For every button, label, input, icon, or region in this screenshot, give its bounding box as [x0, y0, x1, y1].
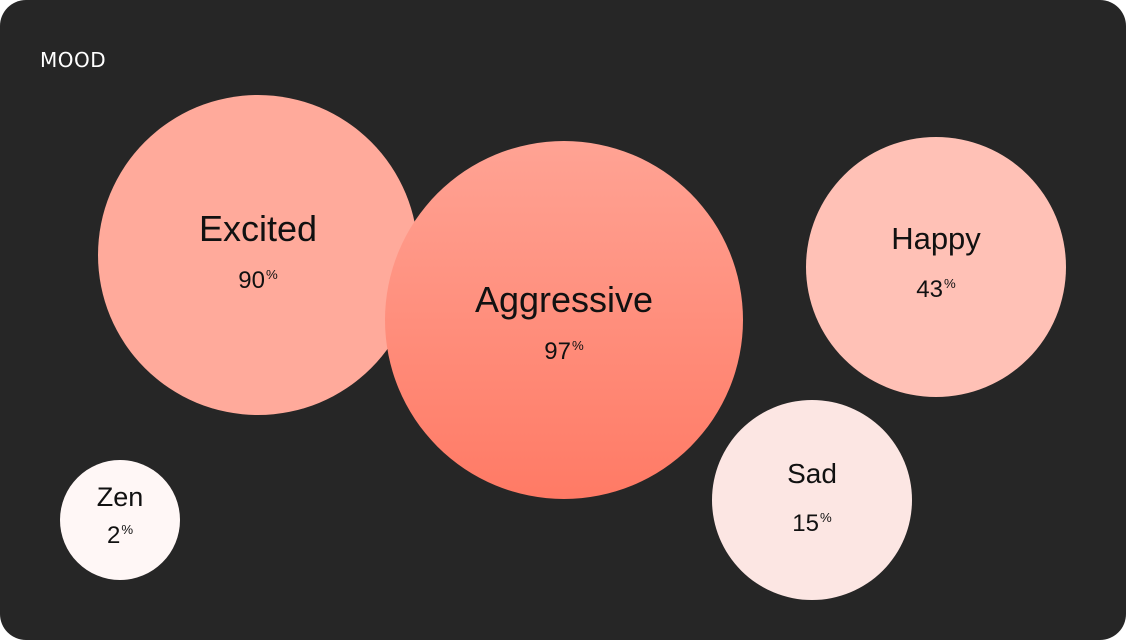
card-title: MOOD: [40, 48, 107, 72]
bubble-value: 2%: [60, 522, 180, 550]
bubble-value: 43%: [806, 276, 1066, 304]
bubble-aggressive[interactable]: Aggressive 97%: [385, 141, 743, 499]
bubble-value-number: 90: [238, 267, 265, 294]
bubble-value-number: 97: [544, 338, 571, 365]
bubble-label: Sad: [787, 458, 837, 489]
bubble-label: Happy: [891, 221, 981, 256]
bubble-value: 90%: [98, 267, 418, 295]
bubble-value-unit: %: [265, 267, 278, 282]
bubble-value-unit: %: [943, 276, 956, 291]
bubble-value-number: 15: [792, 510, 819, 537]
bubble-excited[interactable]: Excited 90%: [98, 95, 418, 415]
bubble-value: 15%: [712, 510, 912, 538]
bubble-value: 97%: [385, 338, 743, 366]
bubble-happy[interactable]: Happy 43%: [806, 137, 1066, 397]
bubble-value-number: 43: [916, 276, 943, 303]
bubble-value-unit: %: [819, 510, 832, 525]
bubble-label: Excited: [198, 208, 318, 249]
bubble-label: Zen: [96, 482, 144, 512]
bubble-sad[interactable]: Sad 15%: [712, 400, 912, 600]
bubble-value-unit: %: [571, 338, 584, 353]
bubble-value-unit: %: [121, 522, 134, 537]
bubble-zen[interactable]: Zen 2%: [60, 460, 180, 580]
bubble-value-number: 2: [106, 522, 121, 549]
bubble-label: Aggressive: [474, 279, 654, 320]
